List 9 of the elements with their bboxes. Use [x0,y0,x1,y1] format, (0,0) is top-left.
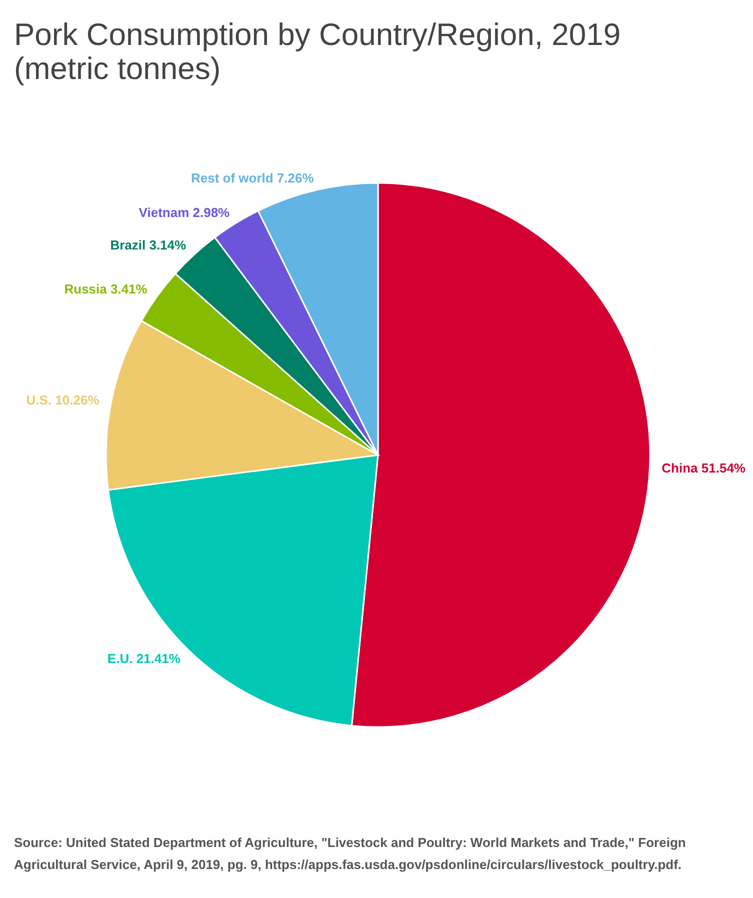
slice-label: U.S. 10.26% [26,392,100,408]
slice-label: China 51.54% [662,460,746,476]
source-note: Source: United Stated Department of Agriculture, "Livestock and Poultry: World Markets and Trade," Foreign Agricultural Service, April 9, 2019, pg. 9, https://apps.fas.usda.gov/psdonline/circulars/livestock_poultry.pdf. [14,835,686,872]
slice-label: Russia 3.41% [64,281,148,296]
slice-label: Brazil 3.14% [110,238,187,253]
chart-title: Pork Consumption by Country/Region, 2019 (metric tonnes) [14,17,621,86]
slice-label: Vietnam 2.98% [138,204,230,220]
slice-label: E.U. 21.41% [107,651,181,666]
slice-label: Rest of world 7.26% [190,170,314,186]
